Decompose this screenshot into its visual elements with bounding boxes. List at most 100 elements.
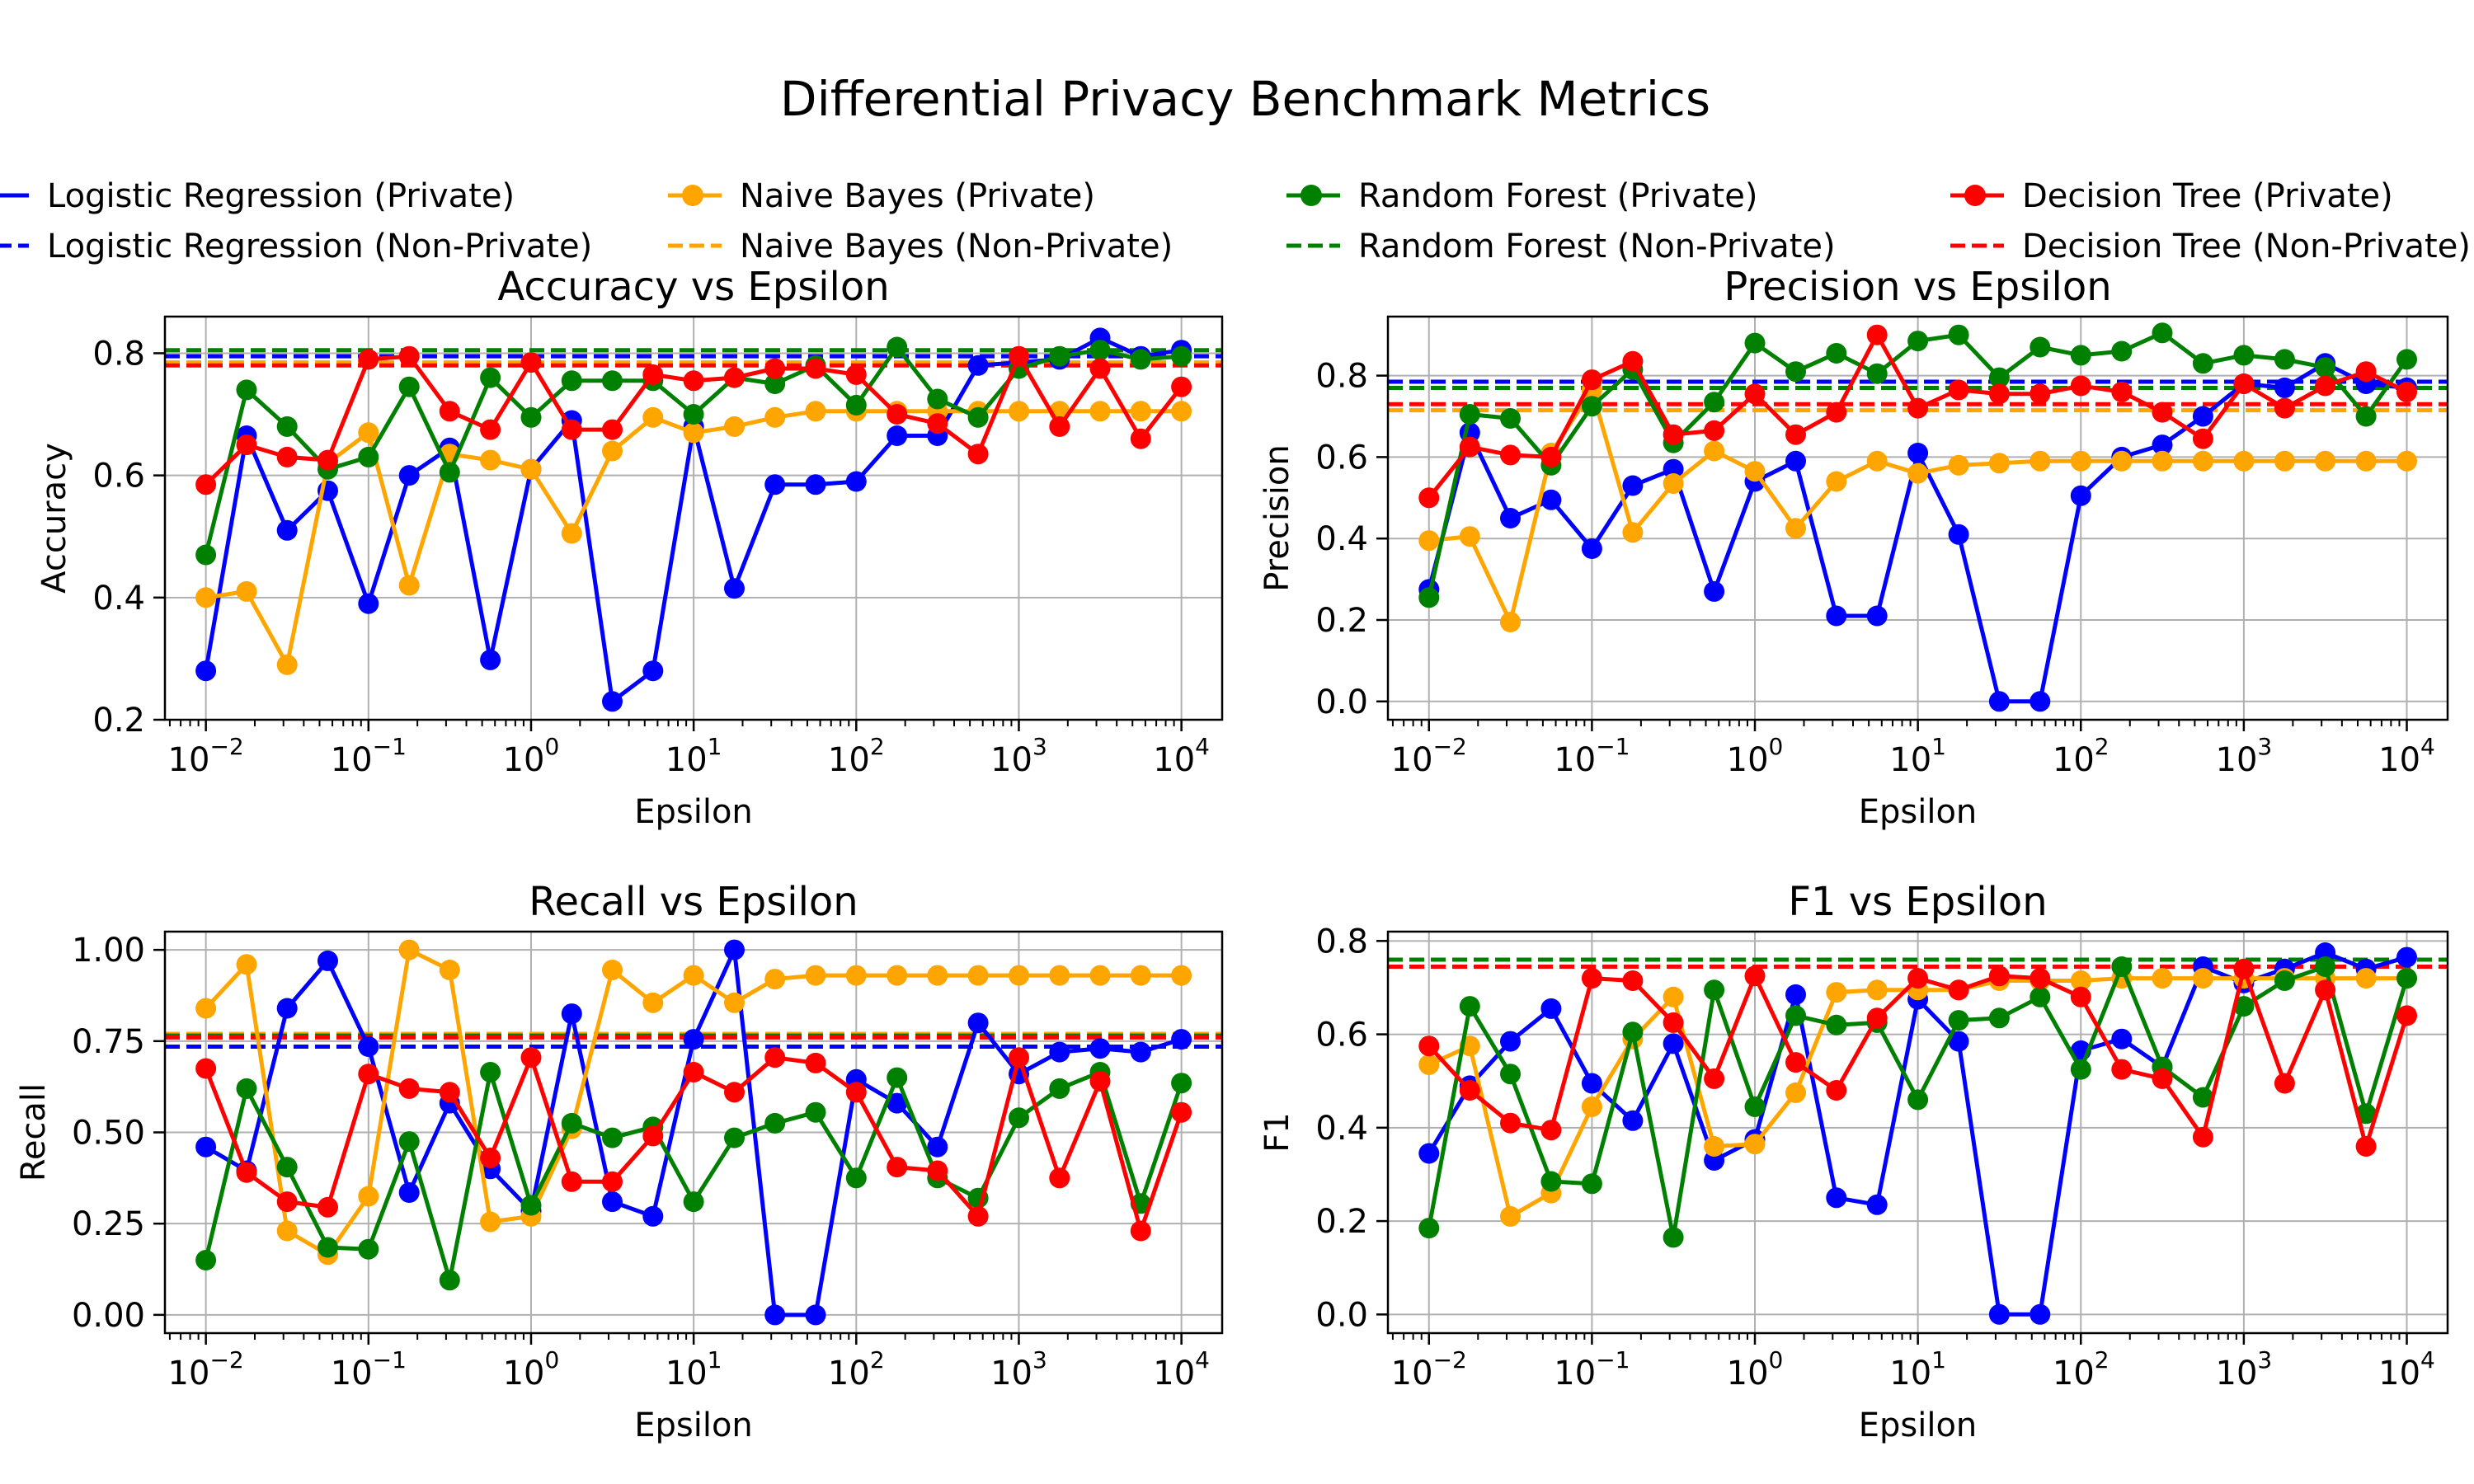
point-logistic-regression-private <box>1785 450 1806 472</box>
point-random-forest-private <box>2315 956 2336 977</box>
point-naive-bayes-private <box>1866 450 1888 472</box>
point-logistic-regression-private <box>1663 458 1684 480</box>
point-decision-tree-private <box>1744 965 1766 987</box>
point-naive-bayes-private <box>805 965 826 986</box>
point-naive-bayes-private <box>927 965 948 986</box>
point-naive-bayes-private <box>1130 965 1151 986</box>
point-random-forest-private <box>2111 956 2133 977</box>
point-random-forest-private <box>480 367 501 388</box>
point-decision-tree-private <box>276 446 298 467</box>
x-tick-label: 10−2 <box>1391 1346 1467 1392</box>
point-decision-tree-private <box>1418 487 1440 509</box>
point-logistic-regression-private <box>1581 1073 1602 1094</box>
y-tick-label: 0.4 <box>1315 1110 1368 1148</box>
point-random-forest-private <box>1418 1218 1440 1239</box>
point-random-forest-private <box>602 1127 623 1148</box>
legend-entry-logistic-regression-private: Logistic Regression (Private) <box>0 177 515 215</box>
point-decision-tree-private <box>805 1052 826 1073</box>
x-tick-label: 100 <box>503 733 560 779</box>
point-random-forest-private <box>195 544 217 566</box>
legend-entry-naive-bayes-private: Naive Bayes (Private) <box>668 177 1095 215</box>
point-decision-tree-private <box>805 358 826 379</box>
point-naive-bayes-private <box>1704 440 1725 462</box>
point-naive-bayes-private <box>398 575 420 596</box>
point-logistic-regression-private <box>2030 1303 2051 1325</box>
panel-title: Recall vs Epsilon <box>529 879 858 925</box>
legend-marker-swatch <box>1964 185 1986 206</box>
point-logistic-regression-private <box>276 519 298 541</box>
y-tick-label: 1.00 <box>72 932 145 970</box>
point-random-forest-private <box>1459 404 1480 425</box>
point-logistic-regression-private <box>1540 998 1562 1019</box>
point-naive-bayes-private <box>845 965 867 986</box>
x-tick-label: 10−1 <box>331 733 407 779</box>
legend-label: Decision Tree (Non-Private) <box>2022 228 2471 265</box>
y-axis: 0.2 0.4 0.6 0.8 <box>92 335 165 740</box>
y-tick-label: 0.8 <box>1315 358 1368 396</box>
y-tick-label: 0.0 <box>1315 683 1368 721</box>
point-naive-bayes-private <box>2070 970 2091 991</box>
point-logistic-regression-private <box>276 998 298 1019</box>
panel-title: Accuracy vs Epsilon <box>497 264 889 310</box>
point-logistic-regression-private <box>2030 691 2051 712</box>
point-logistic-regression-private <box>1581 538 1602 559</box>
point-decision-tree-private <box>2192 1126 2213 1148</box>
y-tick-label: 0.8 <box>1315 923 1368 960</box>
point-random-forest-private <box>1500 1064 1521 1085</box>
point-logistic-regression-private <box>602 691 623 712</box>
point-logistic-regression-private <box>1866 605 1888 627</box>
point-decision-tree-private <box>1540 446 1562 467</box>
point-decision-tree-private <box>1459 436 1480 458</box>
point-naive-bayes-private <box>1663 986 1684 1007</box>
point-logistic-regression-private <box>398 1182 420 1203</box>
point-random-forest-private <box>2192 353 2213 374</box>
point-logistic-regression-private <box>887 1092 908 1114</box>
point-decision-tree-private <box>236 434 257 456</box>
point-random-forest-private <box>1744 332 1766 354</box>
point-decision-tree-private <box>2355 361 2377 383</box>
point-logistic-regression-private <box>1988 1303 2010 1325</box>
point-decision-tree-private <box>764 1047 786 1068</box>
point-random-forest-private <box>887 336 908 358</box>
y-tick-label: 0.6 <box>1315 1017 1368 1054</box>
point-naive-bayes-private <box>764 406 786 428</box>
point-random-forest-private <box>1785 361 1806 383</box>
legend-entry-random-forest-private: Random Forest (Private) <box>1286 177 1757 215</box>
point-naive-bayes-private <box>2233 450 2255 472</box>
point-decision-tree-private <box>561 1171 582 1192</box>
point-logistic-regression-private <box>1622 475 1644 496</box>
point-decision-tree-private <box>2274 1073 2295 1094</box>
point-naive-bayes-private <box>520 458 542 480</box>
point-decision-tree-private <box>2030 383 2051 405</box>
point-random-forest-private <box>1785 1005 1806 1026</box>
x-tick-label: 102 <box>828 733 885 779</box>
point-naive-bayes-private <box>1500 612 1521 632</box>
x-tick-label: 101 <box>666 1346 722 1392</box>
x-tick-label: 100 <box>503 1346 560 1392</box>
x-tick-label: 10−2 <box>1391 733 1467 779</box>
y-tick-label: 0.00 <box>72 1297 145 1335</box>
point-random-forest-private <box>1988 1007 2010 1029</box>
point-random-forest-private <box>845 1167 867 1189</box>
point-naive-bayes-private <box>195 998 217 1019</box>
point-decision-tree-private <box>2315 375 2336 397</box>
point-naive-bayes-private <box>2192 450 2213 472</box>
x-tick-label: 10−1 <box>331 1346 407 1392</box>
point-decision-tree-private <box>1049 416 1070 437</box>
point-naive-bayes-private <box>1009 965 1029 986</box>
point-decision-tree-private <box>1130 428 1151 449</box>
series-group <box>1418 322 2417 712</box>
point-decision-tree-private <box>1622 970 1644 991</box>
point-logistic-regression-private <box>1988 691 2010 712</box>
point-decision-tree-private <box>1459 1080 1480 1101</box>
point-decision-tree-private <box>887 404 908 425</box>
point-decision-tree-private <box>439 401 460 422</box>
point-decision-tree-private <box>724 1082 745 1103</box>
point-random-forest-private <box>2111 340 2133 362</box>
point-random-forest-private <box>561 1112 582 1134</box>
point-logistic-regression-private <box>1785 984 1806 1005</box>
point-naive-bayes-private <box>1009 401 1029 422</box>
point-naive-bayes-private <box>1826 471 1847 492</box>
point-random-forest-private <box>1581 1173 1602 1195</box>
point-logistic-regression-private <box>724 939 745 960</box>
